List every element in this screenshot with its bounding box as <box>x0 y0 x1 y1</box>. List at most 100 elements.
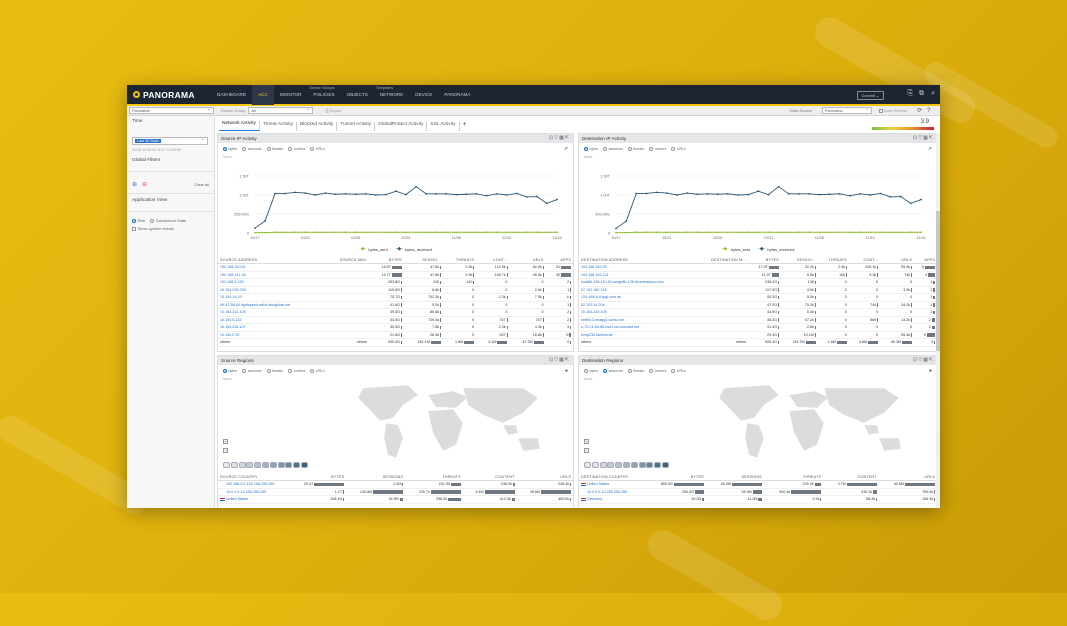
map-region[interactable] <box>503 425 518 435</box>
row-label[interactable]: 192.168.3.199 <box>218 279 324 287</box>
data-source-select[interactable]: Panorama <box>822 107 872 114</box>
expand-icon[interactable]: ⇱ <box>565 135 570 141</box>
tab-threat-activity[interactable]: Threat Activity <box>260 122 297 131</box>
row-label[interactable]: 192.168.163.25 <box>579 264 696 272</box>
map-region[interactable] <box>384 423 403 458</box>
remove-filter-icon[interactable]: ⊖ <box>142 181 147 188</box>
radio-content[interactable]: content <box>288 147 305 151</box>
row-label[interactable]: 10.154.14.29 <box>218 294 324 302</box>
zoom-out-button[interactable]: − <box>223 448 228 453</box>
export-button[interactable]: ⎙ Export <box>325 108 341 113</box>
refresh-icon[interactable]: ⟳ <box>917 107 922 114</box>
radio-sessions[interactable]: sessions <box>242 369 261 373</box>
table-row[interactable]: host86-136-110-54.range86-136.btcentralp… <box>579 279 937 287</box>
row-label[interactable]: 124-168-6-6.tpgi.com.au <box>579 294 696 302</box>
add-filter-icon[interactable]: ⊕ <box>132 181 137 188</box>
risk-radio[interactable]: Risk <box>132 218 145 223</box>
radio-threats[interactable]: threats <box>267 147 284 151</box>
map-region[interactable] <box>879 438 901 451</box>
add-tab-icon[interactable]: + <box>460 122 470 131</box>
nav-acc[interactable]: ACC <box>252 85 274 105</box>
zoom-in-button[interactable]: + <box>584 439 589 444</box>
map-region[interactable] <box>789 391 829 408</box>
row-label[interactable]: 10.154.2.20 <box>218 331 324 339</box>
row-label[interactable]: 99-47-56-84.lightspeed.wlfrct.sbcglobal.… <box>218 301 324 309</box>
globe-icon[interactable]: ● <box>929 368 932 374</box>
map-region[interactable] <box>745 423 764 458</box>
map-region[interactable] <box>358 385 418 421</box>
radio-threats[interactable]: threats <box>628 369 645 373</box>
radio-urls[interactable]: URLs <box>671 147 686 151</box>
tab-tunnel-activity[interactable]: Tunnel Activity <box>337 122 375 131</box>
radio-bytes[interactable]: bytes <box>584 369 598 373</box>
map-region[interactable] <box>428 409 463 451</box>
row-label[interactable]: 10.154.236.228 <box>218 286 324 294</box>
row-label[interactable]: netflix-3-tmagg2.comic.net <box>579 316 696 324</box>
scrollbar-thumb[interactable] <box>936 211 940 351</box>
expand-icon[interactable]: ⇱ <box>565 357 570 363</box>
globe-icon[interactable]: ● <box>565 368 568 374</box>
row-label[interactable]: smtp230.facflow.de <box>579 331 696 339</box>
time-select[interactable]: Last 30 Days <box>132 137 208 145</box>
row-label[interactable]: United States <box>579 481 645 489</box>
help-icon[interactable]: ? <box>927 108 930 114</box>
nav-monitor[interactable]: MONITOR <box>274 85 308 105</box>
auto-refresh-checkbox[interactable]: Auto Refresh <box>879 108 907 113</box>
legend-item[interactable]: -◆-bytes_sent <box>359 244 388 254</box>
tab-ssl-activity[interactable]: SSL Activity <box>427 122 459 131</box>
map-region[interactable] <box>428 391 468 408</box>
legend-item[interactable]: -◆-bytes_sent <box>722 244 751 254</box>
expand-icon[interactable]: ⇱ <box>929 357 934 363</box>
row-label[interactable]: 10.154.5.132 <box>218 316 324 324</box>
radio-urls[interactable]: URLs <box>310 147 325 151</box>
radio-urls[interactable]: URLs <box>310 369 325 373</box>
row-label[interactable]: 10.154.220.109 <box>579 309 696 317</box>
row-label[interactable]: 10.154.228.137 <box>218 324 324 332</box>
row-label[interactable]: United States <box>218 496 291 504</box>
sanctioned-radio[interactable]: Sanctioned State <box>150 218 186 223</box>
map-region[interactable] <box>518 438 540 451</box>
clear-all-button[interactable]: Clear all <box>194 182 209 187</box>
commit-button[interactable]: Commit ⌄ <box>857 91 884 100</box>
map-region[interactable] <box>463 388 538 423</box>
device-group-select[interactable]: All <box>248 107 313 114</box>
map-region[interactable] <box>719 385 779 421</box>
context-select[interactable]: Panorama <box>129 107 214 114</box>
nav-device[interactable]: DEVICE <box>409 85 438 105</box>
radio-urls[interactable]: URLs <box>671 369 686 373</box>
radio-sessions[interactable]: sessions <box>242 147 261 151</box>
nav-objects[interactable]: OBJECTS <box>341 85 374 105</box>
row-label[interactable]: host86-136-110-54.range86-136.btcentralp… <box>579 279 696 287</box>
row-label[interactable]: Germany <box>579 496 645 504</box>
show-system-events-checkbox[interactable]: Show system events <box>132 226 174 231</box>
row-label[interactable]: 10.0.0.0-10.255.255.255 <box>218 488 291 496</box>
radio-threats[interactable]: threats <box>628 147 645 151</box>
row-label[interactable]: 192.168.0.0-192.168.255.255 <box>218 481 291 489</box>
row-label[interactable]: 67.192.180.218 <box>579 286 696 294</box>
zoom-out-button[interactable]: − <box>584 448 589 453</box>
radio-content[interactable]: content <box>649 369 666 373</box>
tab-blocked-activity[interactable]: Blocked Activity <box>297 122 337 131</box>
radio-threats[interactable]: threats <box>267 369 284 373</box>
